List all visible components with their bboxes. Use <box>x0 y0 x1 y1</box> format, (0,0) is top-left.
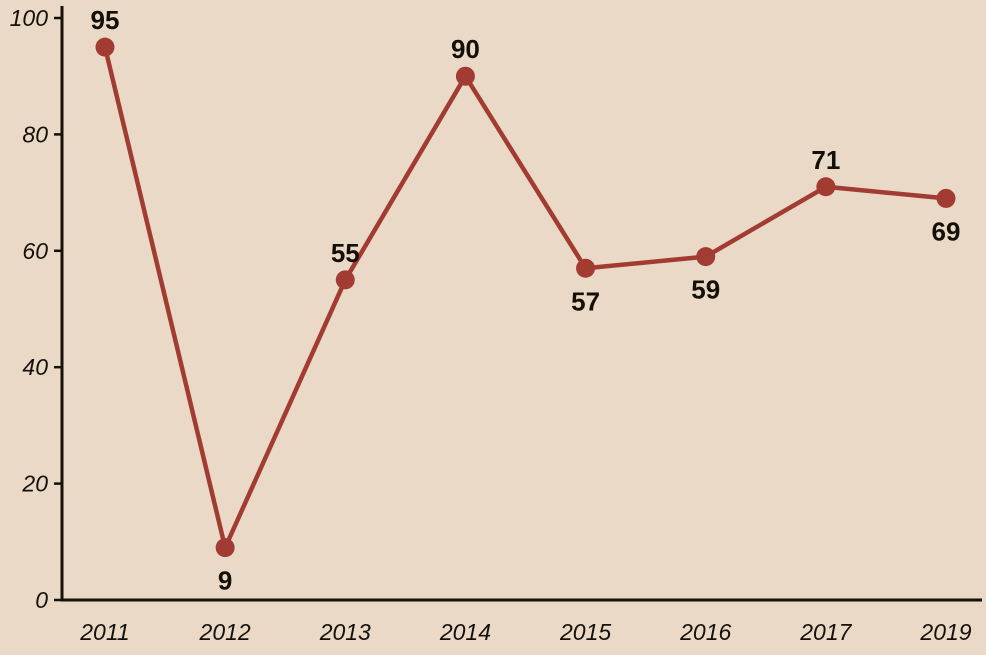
y-tick-label: 20 <box>21 471 48 497</box>
data-point <box>576 258 596 278</box>
y-tick-label: 100 <box>10 5 49 31</box>
data-point <box>816 177 836 197</box>
x-tick-label: 2017 <box>799 619 852 645</box>
x-tick-label: 2015 <box>559 619 611 645</box>
y-tick-label: 60 <box>22 238 48 264</box>
x-tick-label: 2019 <box>919 619 971 645</box>
x-tick-label: 2012 <box>199 619 251 645</box>
data-point-label: 90 <box>451 34 480 64</box>
data-point <box>215 538 235 558</box>
data-point-label: 55 <box>331 238 360 268</box>
y-tick-label: 80 <box>22 121 48 147</box>
y-tick-label: 40 <box>22 354 48 380</box>
data-line <box>102 44 949 550</box>
x-tick-label: 2014 <box>439 619 491 645</box>
data-point <box>95 37 115 57</box>
x-tick-label: 2013 <box>319 619 371 645</box>
x-tick-label: 2011 <box>79 619 129 645</box>
data-point <box>335 270 355 290</box>
data-point <box>455 66 475 86</box>
data-point-label: 59 <box>691 275 720 305</box>
y-tick-label: 0 <box>35 587 48 613</box>
data-point-label: 69 <box>932 216 961 246</box>
data-point-label: 9 <box>218 566 232 596</box>
x-tick-label: 2016 <box>679 619 731 645</box>
data-point-label: 71 <box>811 145 840 175</box>
data-point <box>936 188 956 208</box>
data-point <box>696 247 716 267</box>
data-point-label: 95 <box>91 5 120 35</box>
data-point-label: 57 <box>571 286 600 316</box>
